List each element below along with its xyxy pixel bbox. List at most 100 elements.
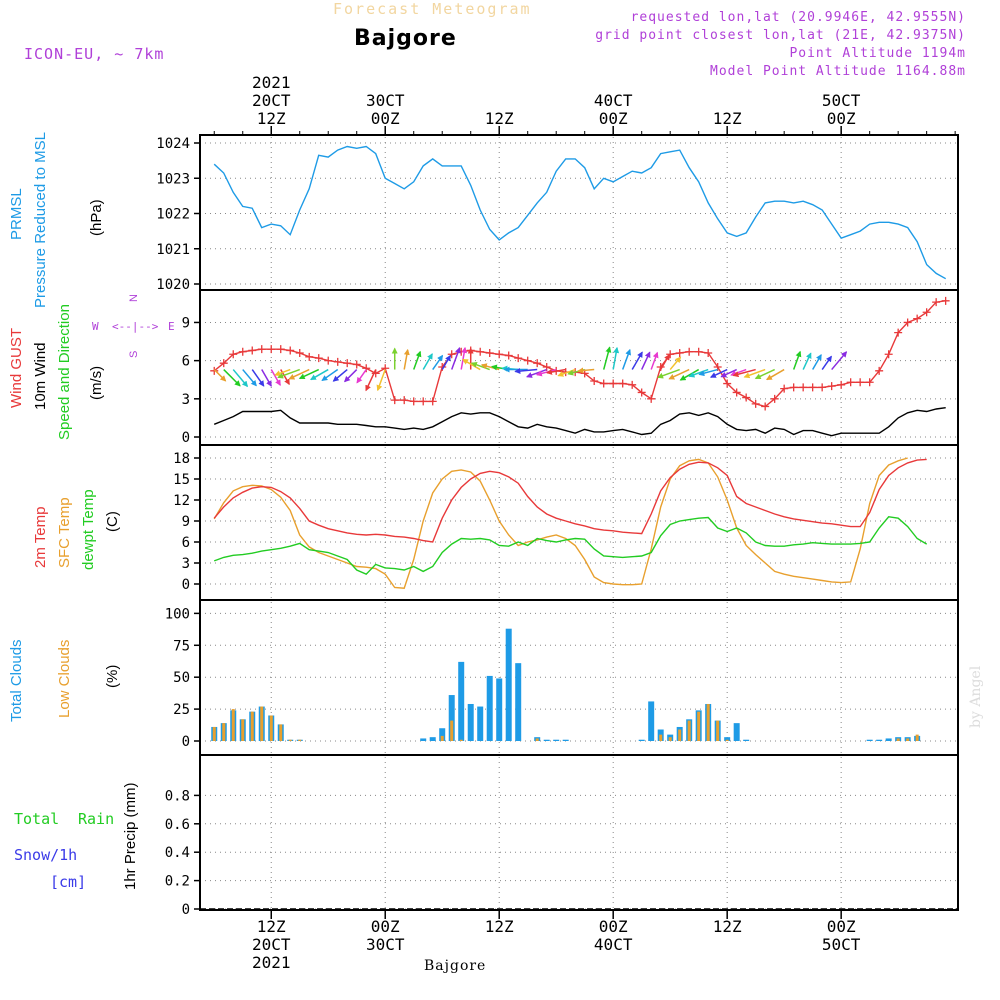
wind-arrow [802, 352, 812, 370]
gust-line-marker [286, 346, 295, 355]
time-label-top: 12Z [713, 109, 742, 128]
gust-line-marker [362, 364, 371, 373]
wind-arrow [546, 368, 566, 375]
gust-line-marker [276, 345, 285, 354]
time-label-bottom: 00Z [599, 917, 628, 936]
gust-line-marker [704, 349, 713, 357]
precip-rain-label: Rain [78, 810, 115, 828]
total-clouds-bar [562, 739, 569, 741]
wind-arrow [631, 351, 643, 370]
gust-line-marker [219, 359, 228, 368]
time-label-bottom: 50CT [822, 935, 861, 954]
time-label-top: 00Z [371, 109, 400, 128]
gust-line-marker [685, 347, 694, 356]
wind-arrow [356, 369, 367, 384]
compass-e: E [168, 320, 175, 333]
low-clouds-bar [697, 711, 701, 741]
panel-frame-precipitation [199, 754, 959, 911]
wind-arrow [223, 369, 241, 387]
total-clouds-bar [543, 739, 550, 741]
total-clouds-bar [420, 738, 427, 741]
time-label-top: 00Z [827, 109, 856, 128]
total-clouds-bar [724, 737, 731, 741]
total-clouds-bar [458, 661, 465, 741]
model-altitude: Model Point Altitude 1164.88m [710, 64, 966, 79]
gust-line-marker [808, 383, 817, 392]
low-clouds-bar [535, 738, 539, 741]
total-clouds-bar [477, 706, 484, 741]
time-label-top: 20CT [252, 91, 291, 110]
gust-line-marker [428, 397, 437, 406]
wind-arrow [577, 367, 595, 374]
y-tick-label: 1024 [156, 136, 190, 152]
precip-snow-label: Snow/1h [14, 846, 78, 864]
wind-arrow [365, 369, 377, 392]
total-clouds-bar [638, 739, 645, 741]
wind-arrow [514, 368, 538, 375]
wind-arrow [602, 346, 612, 370]
low-clouds-bar [250, 711, 254, 741]
sfc-temp-line [213, 457, 908, 589]
y-tick-label: 18 [173, 451, 190, 467]
low-clouds-bar [231, 709, 235, 741]
wind-arrow [213, 369, 227, 382]
gust-line-marker [599, 379, 608, 388]
total-clouds-bar [743, 739, 750, 741]
y-tick-label: 1021 [156, 242, 190, 258]
time-label-top: 12Z [485, 109, 514, 128]
wind-line [213, 407, 946, 437]
gust-line-marker [932, 298, 941, 307]
wind-arrow [413, 350, 422, 370]
low-clouds-bar [269, 715, 273, 741]
gust-line-marker [305, 352, 314, 361]
footer-location: Bajgore [424, 958, 487, 974]
wind-arrow [698, 368, 718, 377]
gust-line-marker [637, 388, 646, 397]
time-label-bottom: 00Z [371, 917, 400, 936]
wind-arrow [679, 368, 700, 381]
wind-arrow [641, 351, 651, 370]
wind-arrow [743, 368, 766, 379]
gust-line-marker [248, 346, 257, 355]
total-clouds-bar [648, 701, 655, 741]
gust-line-marker [485, 349, 494, 357]
faded-title: Forecast Meteogram [333, 0, 532, 18]
y-tick-label: 0 [182, 902, 190, 918]
y-tick-label: 0 [182, 734, 190, 750]
gust-line-marker [742, 393, 751, 402]
gust-line-marker [267, 345, 276, 354]
time-label-top: 12Z [257, 109, 286, 128]
compass-icon: W <--|--> E N S [90, 290, 182, 360]
gust-line-marker [229, 350, 238, 359]
gust-line-marker [761, 402, 770, 411]
wind-arrow [251, 369, 265, 387]
gust-line-marker [343, 359, 352, 368]
low-clouds-bar [450, 720, 454, 741]
low-clouds-bar [716, 720, 720, 741]
compass-w: W [92, 320, 99, 333]
time-label-bottom: 12Z [485, 917, 514, 936]
total-clouds-bar [876, 739, 883, 741]
total-clouds-bar [496, 678, 503, 741]
temp-2m-line [213, 458, 927, 543]
gust-line-marker [238, 347, 247, 356]
time-label-top: 30CT [366, 91, 405, 110]
y-tick-label: 75 [173, 638, 190, 654]
gust-line-marker [875, 366, 884, 375]
y-tick-label: 9 [182, 315, 190, 331]
wind-arrow [451, 346, 461, 370]
y-tick-label: 15 [173, 472, 190, 488]
gust-line-marker [732, 388, 741, 397]
gust-line-marker [590, 377, 599, 385]
wind-arrow [432, 354, 444, 370]
wind-arrow [321, 368, 339, 382]
gust-line-marker [314, 354, 323, 363]
total-clouds-bar [553, 739, 560, 741]
wind-arrow [441, 354, 451, 370]
y-tick-label: 1023 [156, 171, 190, 187]
time-label-bottom: 12Z [713, 917, 742, 936]
gust-line-marker [856, 378, 865, 387]
low-clouds-bar [241, 719, 245, 741]
wind-arrow [403, 348, 410, 370]
